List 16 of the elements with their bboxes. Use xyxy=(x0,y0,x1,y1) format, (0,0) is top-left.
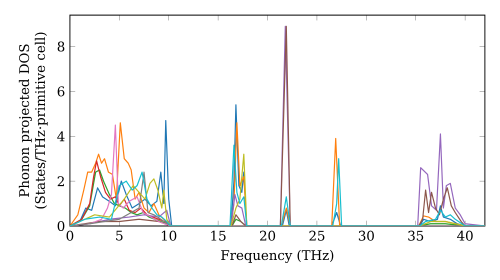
y-tick-label: 2 xyxy=(58,176,64,186)
x-tick-label: 15 xyxy=(211,230,226,241)
y-axis-title: Phonon projected DOS (States/THz·primitive cell) xyxy=(18,32,48,208)
x-tick-label: 10 xyxy=(162,230,176,241)
x-tick-label: 20 xyxy=(260,230,276,241)
y-tick-label: 4 xyxy=(57,131,65,142)
y-tick-label: 0 xyxy=(58,220,64,232)
x-tick-label: 30 xyxy=(358,230,374,241)
y-tick-label: 8 xyxy=(58,41,64,52)
x-axis-title: Frequency (THz) xyxy=(221,250,334,263)
x-tick-label: 40 xyxy=(457,230,473,241)
x-tick-label: 35 xyxy=(408,230,424,241)
y-tick-label: 6 xyxy=(58,86,64,96)
x-tick-label: 5 xyxy=(116,230,123,241)
x-tick-label: 0 xyxy=(66,230,74,241)
x-tick-label: 25 xyxy=(309,230,324,241)
